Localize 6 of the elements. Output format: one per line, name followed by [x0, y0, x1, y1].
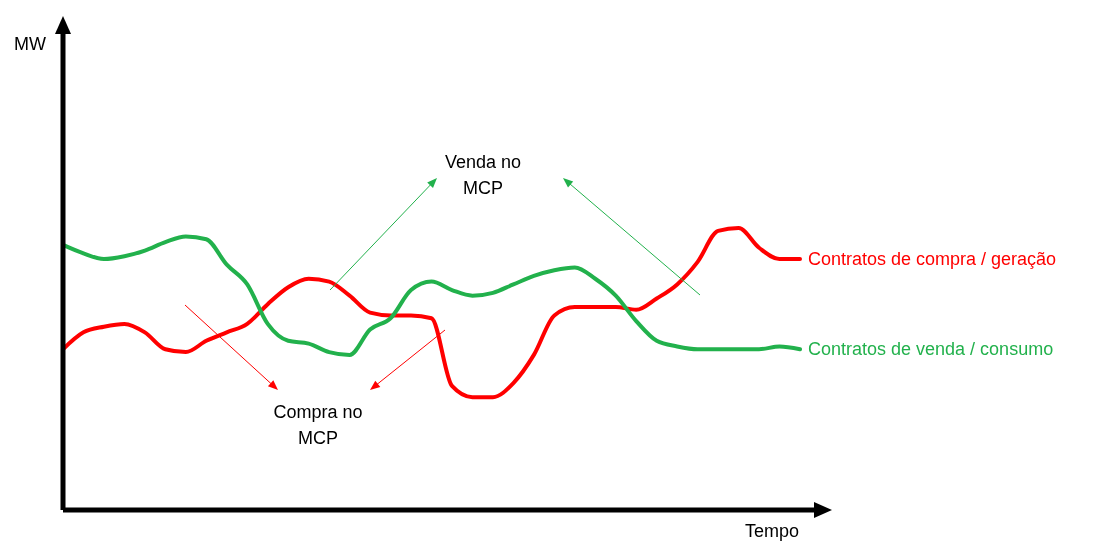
- text: Venda no MCP: [444, 152, 522, 198]
- text: MW: [14, 34, 46, 54]
- annotation: Compra no MCP: [273, 402, 363, 448]
- series-label: Contratos de compra / geração: [808, 249, 1057, 270]
- x-axis-title: Tempo: [744, 521, 800, 541]
- series-label: Contratos de venda / consumo: [808, 339, 1054, 360]
